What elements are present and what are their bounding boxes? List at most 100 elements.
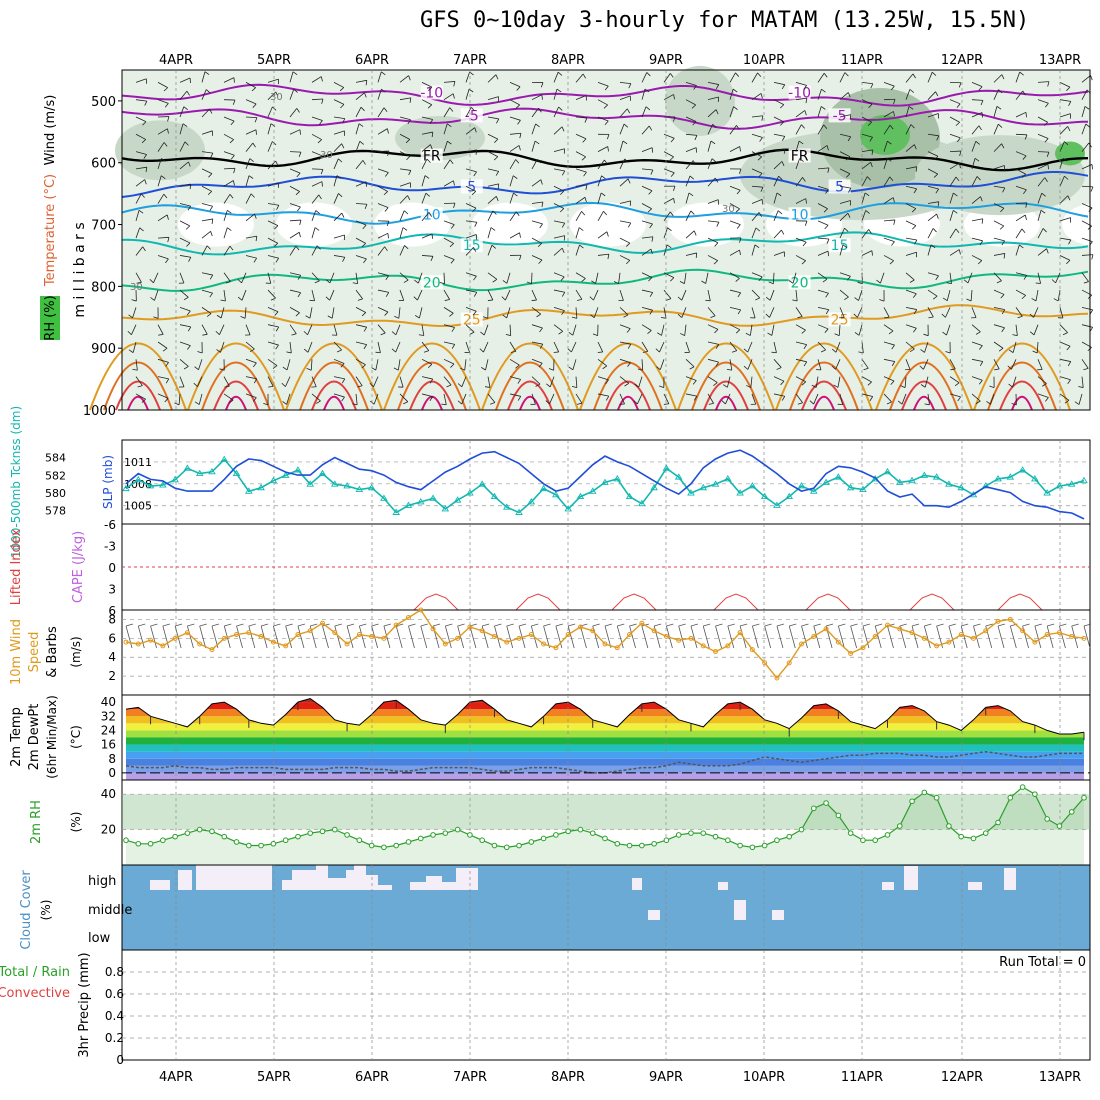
wind-barb (993, 143, 1002, 152)
thickness-point (502, 503, 511, 510)
wind-barb (597, 341, 604, 353)
wind-barb (1059, 113, 1071, 118)
wind-barb (223, 194, 231, 204)
cloud-high-bar (366, 875, 378, 890)
wind-barb-flag (909, 89, 914, 93)
wind-barb-flag (735, 208, 740, 213)
wind-barb (971, 141, 977, 152)
surface-wind-barb (543, 625, 550, 649)
wind-barb (245, 213, 255, 222)
wind-barb-flag (603, 104, 608, 109)
wind-barb (729, 220, 741, 226)
thickness-point (134, 475, 143, 483)
wind-barb (905, 341, 915, 350)
wind-speed-point (541, 641, 547, 647)
wind-barb-flag (673, 198, 675, 204)
wind-barb (771, 324, 775, 336)
wind-barb-flag (540, 179, 543, 185)
wind-barb (971, 237, 983, 242)
wind-barb (135, 179, 145, 187)
wind-barb-flag (797, 316, 803, 319)
rh-point (761, 842, 768, 849)
wind-barb (553, 148, 565, 152)
rh-point (442, 830, 449, 836)
wind-barb (289, 231, 300, 239)
wind-barb (750, 376, 753, 388)
wind-barb-flag (755, 227, 761, 232)
surface-wind-barb-flag (187, 623, 195, 627)
surface-warm-contour (127, 395, 149, 411)
wind-barb (795, 324, 806, 331)
wind-barb (355, 79, 367, 83)
wind-barb (153, 272, 159, 283)
wind-barb (971, 99, 984, 101)
surface-wind-barb-flag (911, 623, 920, 627)
surface-wind-barb-flag (150, 623, 158, 627)
wind-barb-flag (1066, 346, 1071, 351)
wind-speed-point (455, 635, 461, 641)
cloud-middle-bar (772, 910, 784, 920)
wind-barb-flag (693, 395, 698, 401)
wind-barb-flag (760, 93, 763, 99)
wind-barb-flag (781, 396, 786, 401)
wind-barb-flag (1067, 379, 1071, 385)
wind-barb-flag (391, 331, 397, 336)
rh-point (221, 833, 228, 840)
upper-air-ytick: 500 (91, 95, 116, 110)
wind-barb (575, 376, 578, 388)
wind-barb (729, 72, 736, 83)
cape-li-ytick: 3 (108, 583, 116, 597)
wind-barb (135, 116, 147, 122)
wind-barb (531, 393, 536, 405)
wind-barb-flag (692, 160, 697, 166)
surface-warm-contour (285, 342, 383, 411)
isotherm-label: -10 (788, 85, 811, 101)
surface-wind-barb-flag (997, 623, 1006, 627)
wind-barb (993, 74, 1003, 83)
wind-barb-flag (622, 140, 628, 145)
wind-barb (946, 289, 951, 301)
wind-barb (157, 214, 168, 222)
rh-area (126, 787, 1084, 865)
wind-barb (572, 324, 577, 336)
thickness-point (601, 478, 609, 485)
wind-barb-flag (692, 121, 697, 126)
wind-barb-flag (296, 172, 301, 178)
wind-barb-flag (402, 227, 408, 231)
thickness-point (441, 505, 450, 512)
wind-barb (395, 341, 401, 353)
wind-barb (1059, 324, 1068, 333)
wind-barb-flag (660, 317, 667, 319)
isotherm-label: FR (791, 149, 809, 165)
wind-barb-flag (229, 139, 234, 144)
wind-barb-flag (647, 330, 652, 334)
wind-speed-point (356, 632, 362, 638)
wind-barb-flag (935, 91, 939, 97)
rh-point (639, 842, 645, 849)
wind-barb (641, 185, 653, 192)
wind-barb-flag (406, 155, 411, 161)
wind-barb (307, 324, 313, 335)
wind-barb (905, 359, 911, 370)
wind-barb-flag (934, 156, 939, 161)
rh-point (958, 833, 964, 840)
wind-barb-flag (908, 106, 914, 110)
wind-barb (421, 212, 430, 222)
wind-barb (201, 151, 213, 154)
bottom-day-label-6APR: 6APR (355, 1070, 389, 1085)
wind-barb-flag (409, 97, 412, 103)
thickness-point (416, 498, 425, 505)
temp-unit-group: (°C) (69, 725, 83, 749)
wind-barb (399, 376, 404, 388)
wind-barb (399, 245, 405, 256)
isotherm-line (121, 171, 1089, 198)
wind-barb-flag (325, 296, 330, 301)
wind-barb-flag (624, 383, 629, 387)
wind-barb-flag (583, 171, 587, 177)
wind-barb-flag (165, 362, 169, 367)
wind-barb-flag (276, 205, 280, 210)
wind-barb-flag (303, 331, 308, 336)
wind-barb (1015, 214, 1026, 222)
wind-barb-flag (871, 149, 874, 155)
wind-barb (1081, 75, 1091, 83)
